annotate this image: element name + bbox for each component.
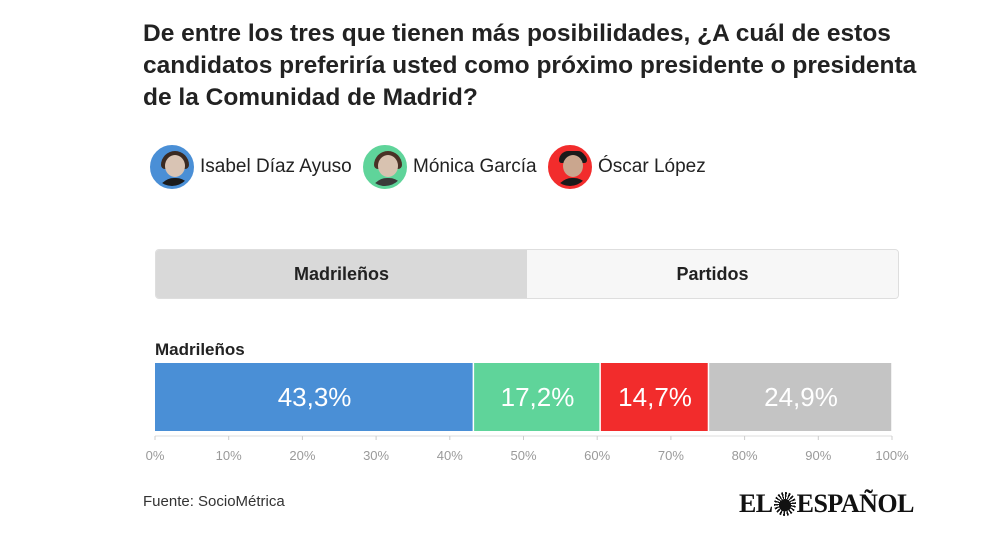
data-label-3: 24,9% [764,382,838,412]
x-tick-label: 0% [146,448,165,463]
legend-item-ayuso[interactable]: Isabel Díaz Ayuso [150,144,352,190]
bar-segment-2[interactable] [600,363,708,431]
tab-bar: Madrileños Partidos [155,249,899,299]
el-espanol-logo: EL ESPAÑOL [738,489,915,519]
x-tick-label: 80% [732,448,758,463]
bar-segment-1[interactable] [474,363,600,431]
lion-icon [773,492,796,516]
data-label-0: 43,3% [278,382,352,412]
x-tick-label: 100% [875,448,909,463]
lopez-avatar-icon [548,145,592,189]
tab-partidos[interactable]: Partidos [527,250,898,298]
logo-text-right: ESPAÑOL [796,489,915,518]
source-note: Fuente: SocioMétrica [143,493,285,510]
legend-item-garcia[interactable]: Mónica García [363,144,537,190]
x-tick-label: 70% [658,448,684,463]
logo-text-left: EL [738,489,773,518]
bar-segment-0[interactable] [155,363,473,431]
x-tick-label: 90% [805,448,831,463]
ayuso-avatar-icon [150,145,194,189]
data-label-2: 14,7% [618,382,692,412]
legend-label: Mónica García [413,156,537,177]
legend-label: Óscar López [598,156,706,177]
legend-item-lopez[interactable]: Óscar López [548,144,706,190]
tab-madrilenos[interactable]: Madrileños [156,250,527,298]
bar-segment-3[interactable] [709,363,892,431]
bar-category-label: Madrileños [155,340,245,359]
x-tick-label: 50% [510,448,536,463]
x-tick-label: 30% [363,448,389,463]
data-label-1: 17,2% [501,382,575,412]
x-tick-label: 40% [437,448,463,463]
x-tick-label: 60% [584,448,610,463]
legend-label: Isabel Díaz Ayuso [200,156,352,177]
x-tick-label: 10% [216,448,242,463]
x-tick-label: 20% [289,448,315,463]
garcia-avatar-icon [363,145,407,189]
chart-title: De entre los tres que tienen más posibil… [143,20,917,111]
